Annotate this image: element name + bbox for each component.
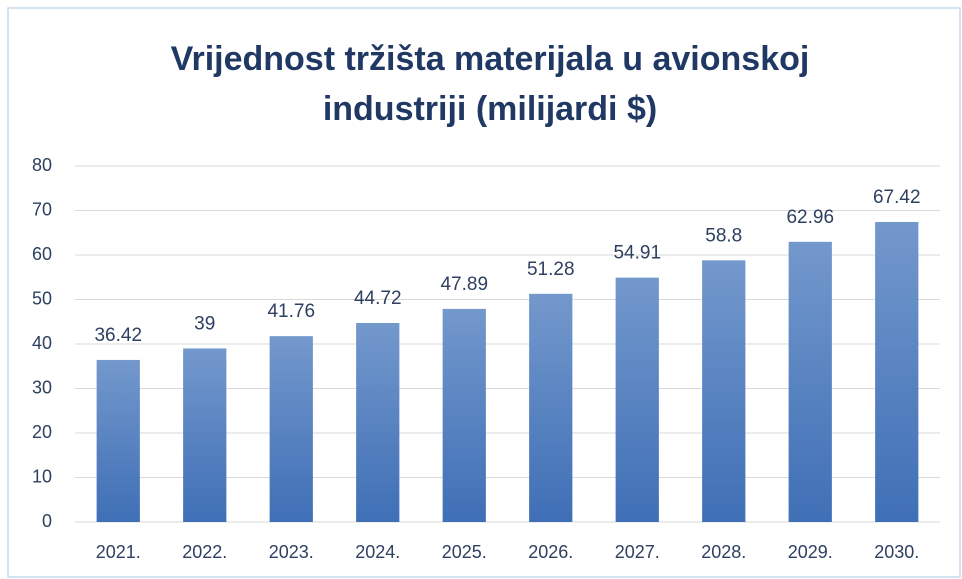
data-label: 51.28: [527, 259, 575, 280]
bar: [269, 336, 313, 522]
y-tick-label: 70: [32, 199, 52, 219]
bar: [702, 260, 746, 522]
x-tick-label: 2026.: [528, 542, 573, 562]
data-label: 47.89: [440, 274, 488, 295]
x-tick-label: 2029.: [788, 542, 833, 562]
x-tick-label: 2028.: [701, 542, 746, 562]
y-tick-label: 30: [32, 377, 52, 397]
y-tick-label: 80: [32, 155, 52, 175]
x-tick-label: 2030.: [874, 542, 919, 562]
chart-border: [7, 7, 961, 578]
chart-title: Vrijednost tržišta materijala u avionsko…: [170, 40, 810, 128]
data-label: 54.91: [613, 243, 661, 264]
x-tick-label: 2021.: [96, 542, 141, 562]
data-label: 36.42: [94, 325, 142, 346]
bar: [442, 308, 486, 522]
bar: [96, 359, 140, 522]
y-tick-label: 60: [32, 244, 52, 264]
bar: [529, 293, 573, 522]
bar: [875, 221, 919, 522]
y-tick-label: 50: [32, 288, 52, 308]
data-label: 39: [194, 313, 215, 334]
data-label: 44.72: [354, 288, 402, 309]
bar: [615, 277, 659, 522]
y-tick-label: 20: [32, 422, 52, 442]
x-tick-label: 2027.: [615, 542, 660, 562]
data-label: 67.42: [873, 187, 921, 208]
x-tick-label: 2024.: [355, 542, 400, 562]
x-tick-label: 2022.: [182, 542, 227, 562]
y-tick-label: 0: [42, 511, 52, 531]
bar: [183, 348, 227, 522]
y-tick-label: 10: [32, 466, 52, 486]
data-label: 62.96: [786, 207, 834, 228]
y-tick-label: 40: [32, 333, 52, 353]
x-tick-label: 2023.: [269, 542, 314, 562]
data-label: 58.8: [705, 225, 742, 246]
bar: [788, 241, 832, 522]
x-tick-label: 2025.: [442, 542, 487, 562]
data-label: 41.76: [267, 301, 315, 322]
bar: [356, 322, 400, 522]
